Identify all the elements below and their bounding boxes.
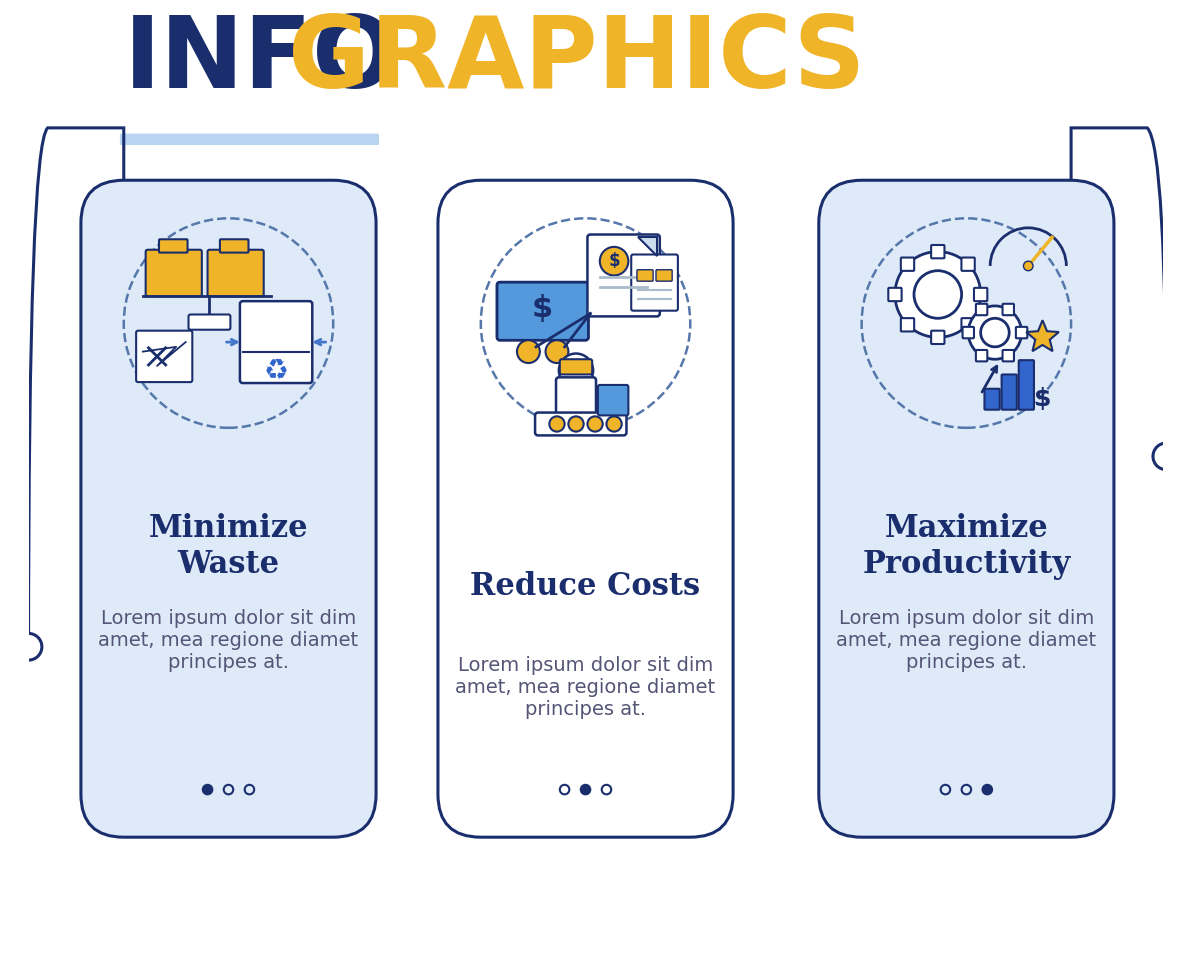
FancyBboxPatch shape [560,360,592,374]
Polygon shape [1026,320,1058,351]
FancyBboxPatch shape [931,330,944,344]
FancyBboxPatch shape [1019,361,1033,410]
Circle shape [1024,262,1033,270]
Text: $: $ [608,252,620,270]
FancyBboxPatch shape [145,250,201,296]
FancyBboxPatch shape [136,330,192,382]
FancyBboxPatch shape [632,255,678,311]
Text: $: $ [532,294,553,323]
FancyBboxPatch shape [207,250,263,296]
Text: Minimize
Waste: Minimize Waste [149,514,309,580]
Circle shape [981,318,1010,347]
FancyBboxPatch shape [1001,374,1017,410]
FancyBboxPatch shape [535,413,627,435]
FancyBboxPatch shape [656,270,672,281]
Circle shape [982,785,992,795]
FancyBboxPatch shape [219,239,248,253]
FancyBboxPatch shape [962,258,975,270]
Circle shape [895,252,981,337]
Text: Reduce Costs: Reduce Costs [471,570,701,602]
FancyBboxPatch shape [240,301,312,383]
Polygon shape [638,237,657,257]
FancyBboxPatch shape [976,304,987,316]
Circle shape [968,306,1022,360]
Text: INFO: INFO [124,12,398,109]
Circle shape [569,416,584,431]
FancyBboxPatch shape [1002,304,1014,316]
FancyBboxPatch shape [437,180,733,837]
Circle shape [550,416,565,431]
Circle shape [588,416,603,431]
Circle shape [581,785,590,795]
Text: ♻: ♻ [263,357,288,385]
FancyBboxPatch shape [555,377,596,421]
FancyBboxPatch shape [901,258,914,270]
Circle shape [914,270,962,318]
FancyBboxPatch shape [188,315,230,329]
FancyBboxPatch shape [974,288,987,301]
Circle shape [546,340,569,363]
FancyBboxPatch shape [1016,327,1028,338]
Circle shape [1153,443,1180,469]
FancyBboxPatch shape [120,133,379,145]
FancyBboxPatch shape [497,282,589,340]
Text: Lorem ipsum dolor sit dim
amet, mea regione diamet
principes at.: Lorem ipsum dolor sit dim amet, mea regi… [99,609,359,671]
FancyBboxPatch shape [588,234,660,317]
FancyBboxPatch shape [819,180,1115,837]
FancyBboxPatch shape [637,270,653,281]
Circle shape [517,340,540,363]
Text: $: $ [1033,387,1051,412]
FancyBboxPatch shape [81,180,375,837]
FancyBboxPatch shape [1002,350,1014,362]
Circle shape [203,785,212,795]
FancyBboxPatch shape [598,385,628,416]
Circle shape [138,337,176,375]
Text: Lorem ipsum dolor sit dim
amet, mea regione diamet
principes at.: Lorem ipsum dolor sit dim amet, mea regi… [455,657,715,719]
Circle shape [15,633,42,661]
Text: Maximize
Productivity: Maximize Productivity [862,514,1070,580]
Circle shape [559,354,594,388]
FancyBboxPatch shape [901,318,914,331]
Text: Lorem ipsum dolor sit dim
amet, mea regione diamet
principes at.: Lorem ipsum dolor sit dim amet, mea regi… [837,609,1097,671]
Circle shape [607,416,622,431]
FancyBboxPatch shape [888,288,901,301]
FancyBboxPatch shape [931,245,944,259]
Text: GRAPHICS: GRAPHICS [288,12,865,109]
FancyBboxPatch shape [963,327,974,338]
FancyBboxPatch shape [985,389,1000,410]
Circle shape [600,247,628,275]
FancyBboxPatch shape [962,318,975,331]
FancyBboxPatch shape [159,239,187,253]
FancyBboxPatch shape [976,350,987,362]
